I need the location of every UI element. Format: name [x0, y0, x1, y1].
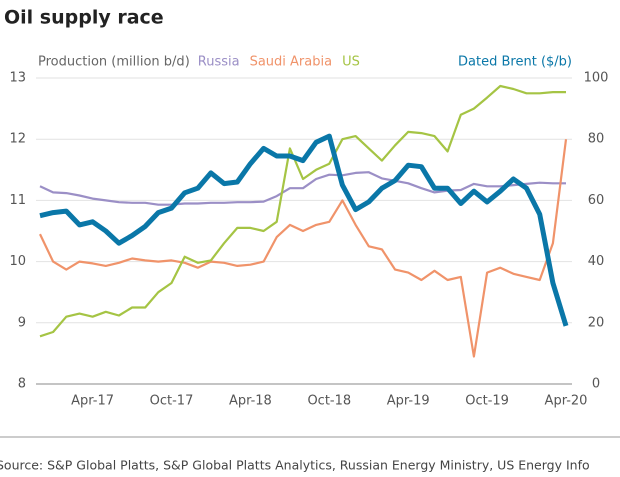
y2-tick-label: 80 — [588, 132, 605, 147]
y-tick-label: 12 — [9, 132, 26, 147]
x-tick-label: Oct-19 — [465, 394, 509, 409]
series-line — [39, 139, 568, 358]
source-note: Source: S&P Global Platts, S&P Global Pl… — [0, 458, 590, 473]
y2-tick-label: 0 — [592, 377, 600, 392]
x-tick-label: Apr-19 — [387, 394, 430, 409]
y-tick-label: 13 — [9, 71, 26, 86]
y-tick-label: 11 — [9, 193, 26, 208]
y-tick-label: 8 — [18, 377, 26, 392]
series-line — [39, 84, 566, 338]
series-line — [39, 171, 566, 206]
legend-label: Saudi Arabia — [250, 55, 333, 70]
x-tick-label: Oct-17 — [150, 394, 194, 409]
x-tick-label: Apr-17 — [71, 394, 114, 409]
y2-tick-label: 20 — [588, 315, 605, 330]
y-tick-label: 10 — [9, 254, 26, 269]
y2-tick-label: 60 — [588, 193, 605, 208]
chart-title: Oil supply race — [4, 7, 164, 29]
x-tick-label: Apr-18 — [229, 394, 272, 409]
y-axis-label: Production (million b/d) — [38, 55, 190, 70]
y2-tick-label: 40 — [588, 254, 605, 269]
y2-tick-label: 100 — [584, 71, 609, 86]
legend-label: Russia — [198, 55, 240, 70]
legend-label: US — [342, 55, 360, 70]
x-tick-label: Apr-20 — [545, 394, 588, 409]
series-line — [39, 133, 569, 327]
legend-label: Dated Brent ($/b) — [458, 55, 572, 70]
x-tick-label: Oct-18 — [307, 394, 351, 409]
y-tick-label: 9 — [18, 315, 26, 330]
